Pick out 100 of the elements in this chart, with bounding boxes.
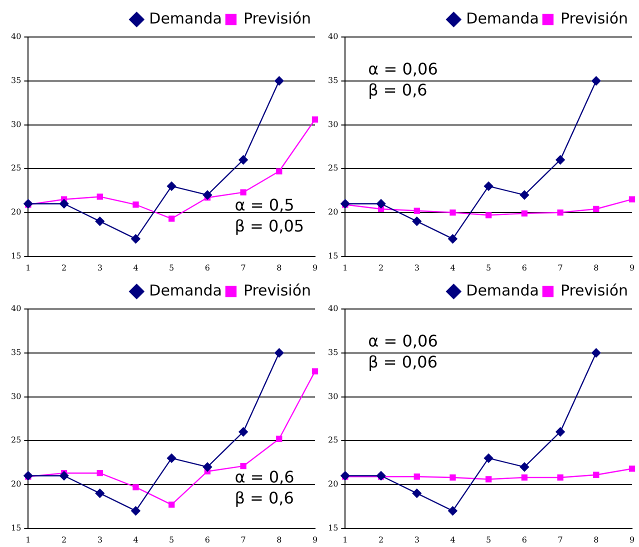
- y-tick-label: 15: [10, 251, 22, 260]
- point: [448, 234, 458, 244]
- y-tick-label: 35: [10, 76, 22, 85]
- x-tick-label: 2: [61, 263, 67, 272]
- point: [240, 463, 246, 470]
- legend-label: Previsión: [243, 9, 312, 28]
- point: [312, 116, 318, 123]
- y-tick-label: 40: [10, 32, 22, 42]
- point: [166, 454, 176, 463]
- point: [276, 168, 282, 174]
- y-tick-label: 20: [10, 208, 22, 217]
- y-tick-label: 25: [10, 436, 22, 445]
- point: [166, 182, 176, 191]
- point: [59, 199, 69, 208]
- annotation: β = 0,06: [368, 352, 438, 372]
- point: [592, 76, 601, 86]
- x-tick-label: 5: [169, 535, 174, 544]
- x-tick-label: 3: [414, 263, 420, 272]
- x-tick-label: 5: [169, 263, 174, 272]
- x-tick-label: 7: [558, 535, 563, 544]
- point: [274, 76, 284, 86]
- y-tick-label: 20: [328, 208, 338, 217]
- point: [556, 427, 565, 436]
- point: [520, 190, 530, 200]
- point: [414, 208, 420, 214]
- point: [593, 206, 600, 212]
- point: [340, 471, 350, 480]
- annotation: α = 0,06: [368, 331, 438, 350]
- point: [202, 190, 212, 200]
- annotation: β = 0,05: [234, 216, 304, 236]
- point: [628, 196, 636, 202]
- point: [95, 488, 104, 498]
- x-tick-label: 9: [629, 535, 635, 544]
- x-tick-label: 6: [204, 263, 210, 272]
- point: [450, 474, 456, 481]
- point: [96, 470, 103, 476]
- y-tick-label: 30: [10, 392, 22, 401]
- x-tick-label: 8: [594, 263, 599, 272]
- annotation: β = 0,6: [368, 80, 428, 100]
- y-tick-label: 40: [328, 32, 338, 42]
- x-tick-label: 4: [450, 263, 456, 272]
- point: [376, 199, 386, 208]
- x-tick-label: 6: [522, 535, 527, 544]
- x-tick-label: 2: [378, 263, 384, 272]
- point: [240, 189, 246, 196]
- x-tick-label: 3: [97, 535, 102, 544]
- legend-label: Demanda: [149, 281, 222, 300]
- point: [132, 484, 139, 490]
- point: [450, 209, 456, 216]
- point: [414, 474, 420, 480]
- legend-label: Previsión: [560, 9, 628, 28]
- legend-label: Demanda: [466, 9, 539, 28]
- annotation: α = 0,5: [234, 195, 294, 214]
- point: [202, 462, 212, 472]
- y-tick-label: 35: [328, 76, 338, 85]
- x-tick-label: 2: [378, 535, 384, 544]
- point: [484, 454, 494, 463]
- point: [412, 488, 422, 498]
- point: [557, 209, 564, 216]
- y-tick-label: 25: [10, 164, 22, 173]
- x-tick-label: 5: [486, 263, 492, 272]
- x-tick-label: 3: [414, 535, 420, 544]
- point: [521, 210, 528, 216]
- y-tick-label: 20: [10, 480, 22, 489]
- y-tick-label: 15: [10, 523, 22, 532]
- y-tick-label: 40: [328, 304, 338, 314]
- point: [376, 471, 386, 480]
- point: [168, 216, 175, 222]
- point: [276, 436, 282, 442]
- annotation: α = 0,06: [368, 59, 438, 78]
- y-tick-label: 15: [328, 523, 338, 532]
- y-tick-label: 40: [10, 304, 22, 314]
- point: [556, 155, 565, 164]
- point: [628, 466, 636, 472]
- point: [96, 194, 103, 200]
- x-tick-label: 7: [558, 263, 563, 272]
- y-tick-label: 30: [328, 120, 338, 129]
- legend-label: Previsión: [243, 281, 312, 300]
- y-tick-label: 25: [328, 436, 338, 445]
- x-tick-label: 3: [97, 263, 102, 272]
- x-tick-label: 5: [486, 535, 492, 544]
- point: [486, 476, 492, 482]
- x-tick-label: 1: [342, 263, 348, 272]
- point: [131, 506, 140, 516]
- x-tick-label: 4: [133, 263, 138, 272]
- point: [168, 502, 175, 508]
- point: [24, 199, 33, 208]
- x-tick-label: 4: [133, 535, 138, 544]
- x-tick-label: 8: [276, 263, 282, 272]
- point: [557, 474, 564, 481]
- annotation: α = 0,6: [234, 467, 294, 486]
- point: [521, 474, 528, 481]
- x-tick-label: 2: [61, 535, 67, 544]
- x-tick-label: 9: [312, 263, 318, 272]
- x-tick-label: 6: [204, 535, 210, 544]
- x-tick-label: 9: [312, 535, 318, 544]
- x-tick-label: 1: [26, 535, 31, 544]
- x-tick-label: 7: [240, 535, 246, 544]
- point: [312, 368, 318, 374]
- point: [448, 506, 458, 516]
